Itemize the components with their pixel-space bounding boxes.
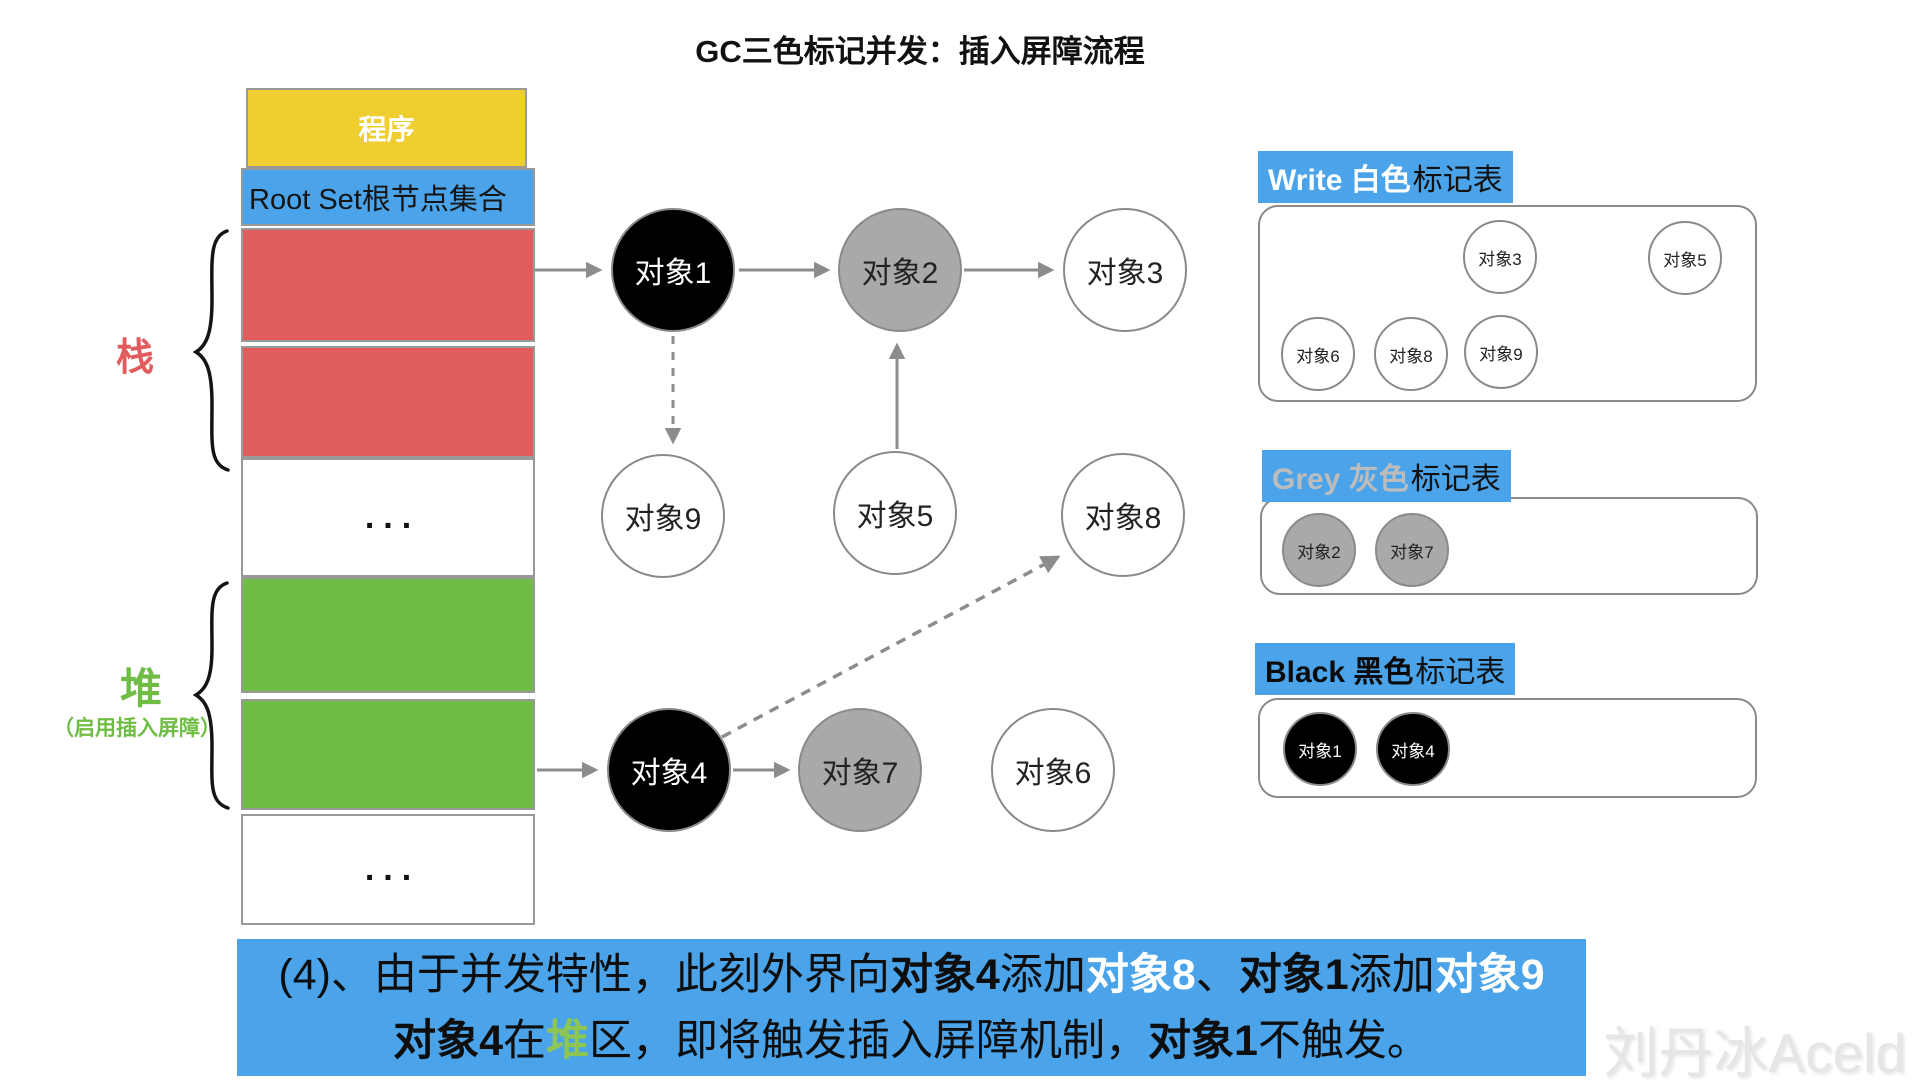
white-table-title-suffix: 标记表 bbox=[1412, 164, 1503, 197]
white-chip-obj5-label: 对象5 bbox=[1663, 250, 1707, 270]
node-obj3: 对象3 bbox=[1063, 208, 1187, 332]
node-obj5: 对象5 bbox=[833, 451, 957, 575]
heap-cell-1 bbox=[241, 577, 535, 693]
dashed-arrow-obj4-to-obj8 bbox=[721, 555, 1061, 739]
grey-table-box: 对象2 对象7 bbox=[1260, 497, 1758, 595]
node-obj1-label: 对象1 bbox=[634, 257, 712, 290]
caption-line-1: (4)、由于并发特性，此刻外界向对象4添加对象8、对象1添加对象9 bbox=[237, 942, 1586, 1008]
rootset-label: Root Set根节点集合 bbox=[249, 184, 507, 216]
node-obj7-label: 对象7 bbox=[821, 757, 899, 790]
caption-line-2: 对象4在堆区，即将触发插入屏障机制，对象1不触发。 bbox=[237, 1008, 1586, 1074]
white-chip-obj8: 对象8 bbox=[1374, 317, 1448, 391]
grey-chip-obj7: 对象7 bbox=[1375, 513, 1449, 587]
black-chip-obj1-label: 对象1 bbox=[1298, 741, 1342, 761]
black-chip-obj4: 对象4 bbox=[1376, 712, 1450, 786]
stack-brace bbox=[192, 229, 230, 472]
program-box: 程序 bbox=[246, 88, 527, 168]
white-table-title-prefix: Write 白色 bbox=[1268, 164, 1411, 197]
ellipsis-top: ... bbox=[364, 498, 421, 536]
white-chip-obj8-label: 对象8 bbox=[1389, 346, 1433, 366]
node-obj5-label: 对象5 bbox=[856, 500, 934, 533]
node-obj9: 对象9 bbox=[601, 454, 725, 578]
rootset-box: Root Set根节点集合 bbox=[241, 168, 535, 226]
node-obj7: 对象7 bbox=[798, 708, 922, 832]
caption-seg: 在 bbox=[503, 1016, 546, 1065]
node-obj2-label: 对象2 bbox=[861, 257, 939, 290]
caption-box: (4)、由于并发特性，此刻外界向对象4添加对象8、对象1添加对象9 对象4在堆区… bbox=[237, 939, 1586, 1076]
caption-seg: 添加 bbox=[1348, 950, 1435, 999]
black-table-title: Black 黑色 标记表 bbox=[1255, 643, 1516, 695]
white-chip-obj3-label: 对象3 bbox=[1478, 249, 1522, 269]
node-obj1: 对象1 bbox=[611, 208, 735, 332]
node-obj4-label: 对象4 bbox=[630, 757, 708, 790]
node-obj4: 对象4 bbox=[607, 708, 731, 832]
caption-seg: 、 bbox=[1195, 950, 1239, 999]
heap-cell-2 bbox=[241, 699, 535, 810]
white-chip-obj5: 对象5 bbox=[1648, 221, 1722, 295]
caption-seg-obj1: 对象1 bbox=[1148, 1016, 1258, 1065]
caption-seg-heap: 堆 bbox=[546, 1016, 589, 1065]
caption-seg-obj4: 对象4 bbox=[889, 950, 1000, 999]
node-obj3-label: 对象3 bbox=[1086, 257, 1164, 290]
caption-seg-obj4: 对象4 bbox=[393, 1016, 503, 1065]
white-chip-obj9: 对象9 bbox=[1464, 315, 1538, 389]
black-table-box: 对象1 对象4 bbox=[1258, 698, 1757, 798]
heap-label: 堆 bbox=[119, 665, 162, 712]
white-table-box: 对象3 对象5 对象6 对象8 对象9 bbox=[1258, 205, 1757, 402]
white-chip-obj6-label: 对象6 bbox=[1296, 346, 1340, 366]
ellipsis-bottom: ... bbox=[364, 850, 421, 888]
grey-chip-obj2: 对象2 bbox=[1282, 513, 1356, 587]
grey-chip-obj2-label: 对象2 bbox=[1297, 542, 1341, 562]
heap-sublabel: （启用插入屏障） bbox=[53, 717, 221, 740]
stack-label: 栈 bbox=[115, 337, 154, 379]
page-title: GC三色标记并发：插入屏障流程 bbox=[695, 34, 1145, 69]
ellipsis-cell-bottom: ... bbox=[241, 814, 535, 925]
caption-seg-obj9: 对象9 bbox=[1434, 950, 1545, 999]
caption-seg-obj1: 对象1 bbox=[1238, 950, 1349, 999]
white-table-title: Write 白色 标记表 bbox=[1258, 151, 1513, 203]
white-chip-obj6: 对象6 bbox=[1281, 317, 1355, 391]
ellipsis-cell-top: ... bbox=[241, 458, 535, 577]
node-obj9-label: 对象9 bbox=[624, 503, 702, 536]
node-obj6-label: 对象6 bbox=[1014, 757, 1092, 790]
caption-seg: 区，即将触发插入屏障机制， bbox=[589, 1016, 1148, 1065]
program-label: 程序 bbox=[358, 114, 415, 145]
white-chip-obj3: 对象3 bbox=[1463, 220, 1537, 294]
grey-table-title: Grey 灰色 标记表 bbox=[1262, 450, 1511, 502]
node-obj2: 对象2 bbox=[838, 208, 962, 332]
black-chip-obj1: 对象1 bbox=[1283, 712, 1357, 786]
watermark: 刘丹冰Aceld bbox=[1603, 1022, 1906, 1080]
node-obj8: 对象8 bbox=[1061, 453, 1185, 577]
white-chip-obj9-label: 对象9 bbox=[1479, 344, 1523, 364]
grey-table-title-prefix: Grey 灰色 bbox=[1272, 463, 1409, 496]
node-obj6: 对象6 bbox=[991, 708, 1115, 832]
caption-seg-obj8: 对象8 bbox=[1085, 950, 1196, 999]
black-table-title-prefix: Black 黑色 bbox=[1265, 656, 1414, 689]
caption-seg: 添加 bbox=[999, 950, 1086, 999]
stack-cell-2 bbox=[241, 346, 535, 458]
grey-table-title-suffix: 标记表 bbox=[1410, 463, 1501, 496]
black-chip-obj4-label: 对象4 bbox=[1391, 741, 1435, 761]
stack-cell-1 bbox=[241, 228, 535, 342]
grey-chip-obj7-label: 对象7 bbox=[1390, 542, 1434, 562]
caption-seg: (4)、由于并发特性，此刻外界向 bbox=[278, 950, 890, 999]
node-obj8-label: 对象8 bbox=[1084, 502, 1162, 535]
heap-brace bbox=[192, 581, 230, 810]
black-table-title-suffix: 标记表 bbox=[1415, 656, 1506, 689]
caption-seg: 不触发。 bbox=[1257, 1016, 1430, 1065]
